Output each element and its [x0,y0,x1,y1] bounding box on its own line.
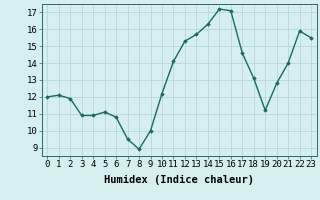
X-axis label: Humidex (Indice chaleur): Humidex (Indice chaleur) [104,175,254,185]
